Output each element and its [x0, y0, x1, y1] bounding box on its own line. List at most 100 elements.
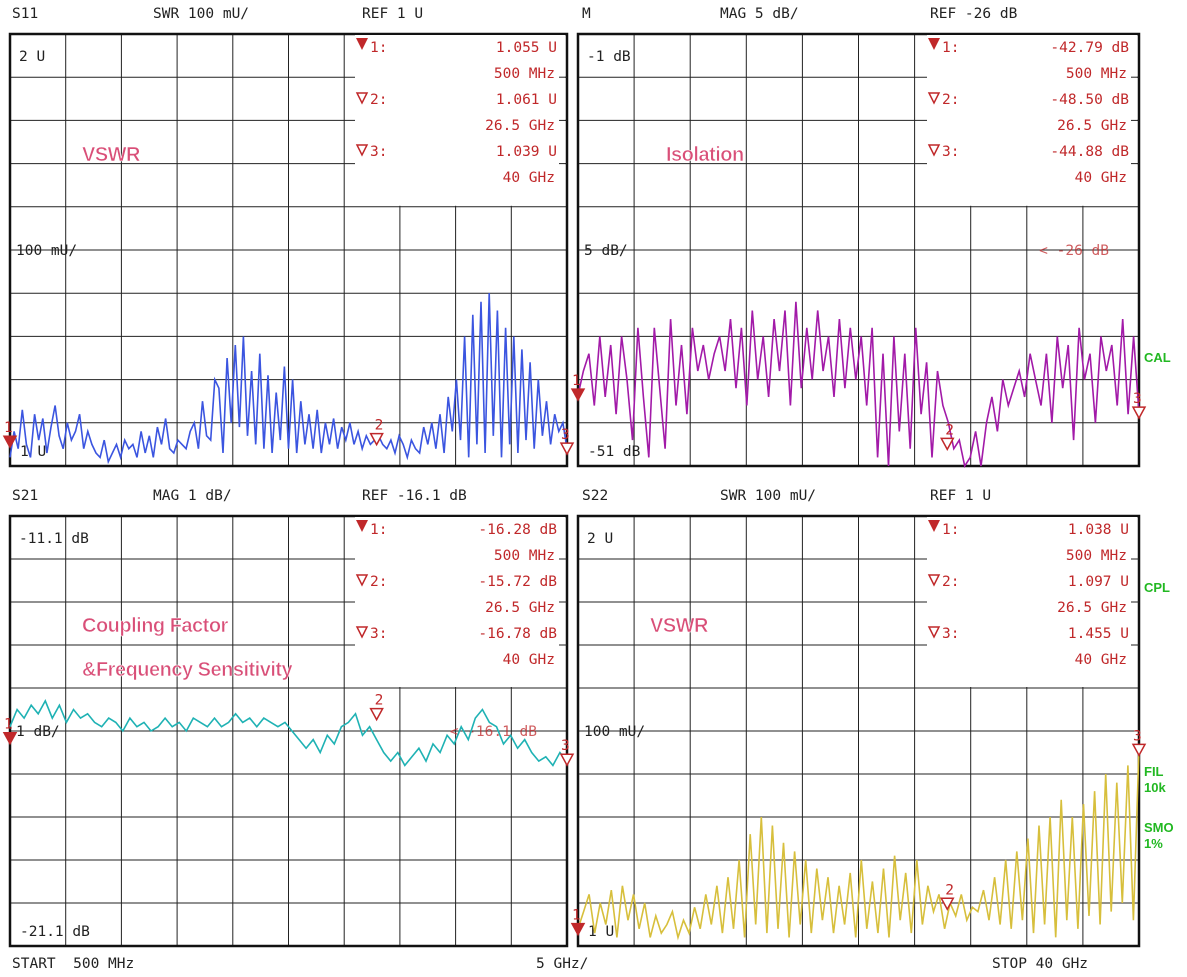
side-label-cal: CAL [1144, 350, 1171, 365]
marker-index: 3: [370, 626, 387, 642]
footer-start: START 500 MHz [12, 956, 135, 972]
trace-marker-number: 2 [375, 693, 384, 709]
marker-value: 1.061 U [496, 92, 557, 108]
marker-frequency: 40 GHz [1075, 170, 1127, 186]
marker-frequency: 26.5 GHz [1057, 600, 1127, 616]
marker-value: -16.28 dB [478, 522, 557, 538]
marker-glyph-open [927, 144, 941, 157]
marker-value: 1.055 U [496, 40, 557, 56]
trace-marker-number: 1 [572, 373, 581, 389]
annotation-label: Coupling Factor [82, 615, 229, 637]
marker-glyph-open [927, 92, 941, 105]
trace-line [577, 301, 1140, 469]
trace-line [9, 699, 568, 767]
scale-label: 100 mU/ [584, 724, 645, 740]
annotation-label-2: &Frequency Sensitivity [82, 659, 294, 681]
marker-value: 1.455 U [1068, 626, 1129, 642]
marker-glyph-open [355, 574, 369, 587]
marker-index: 3: [942, 144, 959, 160]
panel-frame [8, 32, 569, 468]
marker-glyph-filled [928, 520, 940, 532]
trace-marker-number: 3 [561, 427, 570, 443]
marker-readout-bg [355, 517, 565, 687]
header-scale-s11: SWR 100 mU/ [153, 6, 250, 22]
trace-marker-number: 1 [4, 420, 13, 436]
marker-index: 1: [942, 522, 959, 538]
top-level-label: -1 dB [587, 49, 631, 65]
marker-index: 2: [942, 574, 959, 590]
trace-marker-3 [559, 442, 575, 456]
panel-s22: 2 U 100 mU/1 U 1: 1.038 U 500 MHz 2: 1.097 U 26… [570, 514, 1147, 948]
marker-glyph-open [927, 574, 941, 587]
side-label-smo: SMO 1% [1144, 820, 1174, 851]
header-scale-isolation: MAG 5 dB/ [720, 6, 799, 22]
marker-index: 1: [942, 40, 959, 56]
marker-value: 1.039 U [496, 144, 557, 160]
scale-label: 100 mU/ [16, 243, 77, 259]
header-ref-s22: REF 1 U [930, 488, 992, 504]
top-level-label: -11.1 dB [19, 531, 89, 547]
trace-marker-3 [559, 753, 575, 767]
footer-stop: STOP 40 GHz [992, 956, 1089, 972]
panel-frame [576, 514, 1141, 948]
trace-line [577, 748, 1140, 941]
annotation-label: VSWR [650, 615, 709, 637]
trace-marker-3 [1131, 743, 1147, 757]
marker-frequency: 40 GHz [1075, 652, 1127, 668]
header-trace-isolation: M [582, 6, 591, 22]
marker-value: 1.038 U [1068, 522, 1129, 538]
bottom-level-label: -51 dB [588, 444, 641, 460]
top-level-label: 2 U [587, 531, 613, 547]
marker-readout-bg [355, 35, 565, 206]
trace-marker-number: 1 [572, 908, 581, 924]
header-ref-s21: REF -16.1 dB [362, 488, 467, 504]
marker-index: 2: [942, 92, 959, 108]
bottom-level-label: -21.1 dB [20, 924, 90, 940]
scale-label: 1 dB/ [16, 724, 60, 740]
trace-marker-number: 3 [561, 738, 570, 754]
marker-frequency: 500 MHz [1066, 548, 1127, 564]
trace-marker-number: 1 [4, 717, 13, 733]
annotation-label: Isolation [666, 144, 744, 166]
annotation-label: VSWR [82, 144, 141, 166]
marker-index: 2: [370, 92, 387, 108]
side-label-cpl: CPL [1144, 580, 1170, 595]
reference-level-label: < -16.1 dB [450, 724, 538, 740]
trace-marker-number: 2 [945, 882, 954, 898]
marker-value: -16.78 dB [478, 626, 557, 642]
marker-frequency: 26.5 GHz [485, 118, 555, 134]
trace-marker-number: 3 [1133, 391, 1142, 407]
marker-index: 1: [370, 522, 387, 538]
trace-marker-1 [570, 388, 586, 402]
footer-span: 5 GHz/ [536, 956, 589, 972]
trace-marker-1 [2, 731, 18, 746]
side-label-fil: FIL 10k [1144, 764, 1166, 795]
marker-glyph-filled [356, 520, 368, 532]
trace-line [9, 293, 568, 465]
top-level-label: 2 U [19, 49, 45, 65]
header-scale-s22: SWR 100 mU/ [720, 488, 817, 504]
trace-marker-number: 2 [945, 422, 954, 438]
header-trace-s11: S11 [12, 6, 39, 22]
marker-glyph-open [355, 92, 369, 105]
panel-s21: -11.1 dB 1 dB/ -21.1 dB 1: -16.28 dB 500 MHz 2… [2, 514, 575, 948]
reference-level-label: < -26 dB [1039, 243, 1109, 259]
scale-label: 5 dB/ [584, 243, 628, 259]
header-trace-s22: S22 [582, 488, 609, 504]
bottom-level-label: 1 U [588, 924, 614, 940]
marker-frequency: 40 GHz [503, 170, 555, 186]
marker-glyph-open [355, 144, 369, 157]
header-ref-isolation: REF -26 dB [930, 6, 1018, 22]
marker-readout-bg [927, 35, 1137, 206]
marker-index: 2: [370, 574, 387, 590]
trace-marker-2 [369, 432, 384, 447]
trace-marker-1 [2, 435, 18, 449]
trace-marker-number: 3 [1133, 728, 1142, 744]
marker-value: -48.50 dB [1050, 92, 1129, 108]
marker-frequency: 500 MHz [494, 548, 555, 564]
marker-glyph-filled [356, 38, 368, 50]
trace-marker-2 [940, 437, 955, 451]
marker-frequency: 26.5 GHz [1057, 118, 1127, 134]
panel-frame [576, 32, 1141, 468]
